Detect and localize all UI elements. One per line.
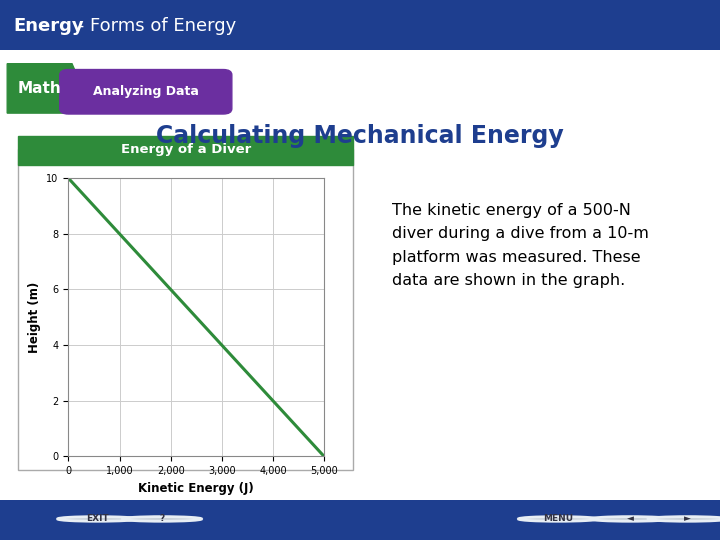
Circle shape bbox=[122, 517, 202, 521]
Text: Energy of a Diver: Energy of a Diver bbox=[121, 144, 251, 157]
Text: ?: ? bbox=[159, 515, 165, 523]
Text: ◄: ◄ bbox=[626, 515, 634, 523]
FancyBboxPatch shape bbox=[18, 149, 353, 470]
Text: - Forms of Energy: - Forms of Energy bbox=[72, 17, 236, 35]
Circle shape bbox=[518, 517, 598, 521]
Text: MENU: MENU bbox=[543, 515, 573, 523]
Text: The kinetic energy of a 500-N
diver during a dive from a 10-m
platform was measu: The kinetic energy of a 500-N diver duri… bbox=[392, 203, 649, 288]
FancyBboxPatch shape bbox=[0, 39, 720, 509]
Polygon shape bbox=[7, 64, 83, 113]
Text: Energy: Energy bbox=[13, 17, 84, 35]
Y-axis label: Height (m): Height (m) bbox=[28, 282, 41, 353]
X-axis label: Kinetic Energy (J): Kinetic Energy (J) bbox=[138, 482, 254, 495]
Text: Math: Math bbox=[18, 81, 61, 96]
Text: EXIT: EXIT bbox=[86, 515, 109, 523]
FancyBboxPatch shape bbox=[18, 136, 353, 165]
Text: Calculating Mechanical Energy: Calculating Mechanical Energy bbox=[156, 124, 564, 147]
Text: ►: ► bbox=[684, 515, 691, 523]
FancyBboxPatch shape bbox=[60, 70, 232, 114]
Text: Analyzing Data: Analyzing Data bbox=[93, 85, 199, 98]
Circle shape bbox=[590, 517, 670, 521]
Circle shape bbox=[648, 517, 720, 521]
Circle shape bbox=[58, 517, 137, 521]
